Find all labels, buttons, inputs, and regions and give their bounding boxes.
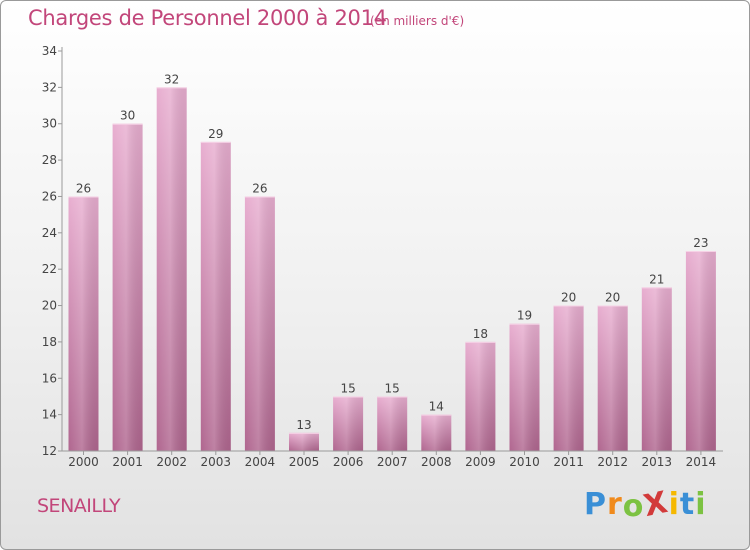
data-label: 15 (340, 381, 355, 395)
data-label: 20 (561, 291, 576, 305)
x-tick-label: 2011 (553, 455, 584, 469)
y-tick-label: 24 (42, 226, 57, 240)
commune-name: SENAILLY (37, 495, 121, 517)
x-tick-label: 2007 (377, 455, 408, 469)
logo-letter: P (584, 487, 607, 522)
x-tick-label: 2014 (686, 455, 717, 469)
y-tick-label: 18 (42, 335, 57, 349)
y-tick-label: 28 (42, 153, 57, 167)
x-tick-label: 2010 (509, 455, 540, 469)
bar-shine (68, 196, 99, 451)
x-tick-label: 2008 (421, 455, 452, 469)
bar-shine (597, 305, 628, 451)
logo-letter: i (668, 487, 680, 522)
chart-title: Charges de Personnel 2000 à 2014 (28, 6, 387, 30)
bar-shine (156, 87, 187, 451)
data-label: 26 (76, 181, 91, 195)
data-label: 14 (429, 400, 444, 414)
data-label: 29 (208, 127, 223, 141)
bar-shine (289, 432, 319, 451)
data-label: 21 (649, 272, 664, 286)
data-label: 20 (605, 291, 620, 305)
bar-shine (509, 323, 540, 451)
data-label: 23 (693, 236, 708, 250)
y-tick-label: 34 (42, 44, 57, 58)
proxiti-logo: ProXiti (584, 484, 707, 525)
bar-shine (333, 396, 364, 451)
x-tick-label: 2012 (597, 455, 628, 469)
y-tick-label: 22 (42, 262, 57, 276)
data-label: 15 (385, 381, 400, 395)
logo-letter: X (641, 484, 672, 525)
x-tick-label: 2013 (642, 455, 673, 469)
bar-shine (244, 196, 275, 451)
y-tick-label: 16 (42, 371, 57, 385)
y-tick-label: 26 (42, 189, 57, 203)
logo-letter: t (679, 487, 696, 522)
bar-shine (200, 141, 231, 451)
data-label: 19 (517, 309, 532, 323)
x-tick-label: 2004 (245, 455, 276, 469)
x-tick-label: 2009 (465, 455, 496, 469)
y-tick-label: 30 (42, 117, 57, 131)
data-label: 18 (473, 327, 488, 341)
bar-shine (112, 123, 143, 452)
data-label: 32 (164, 72, 179, 86)
data-label: 26 (252, 181, 267, 195)
bar-shine (685, 251, 716, 451)
logo-letter: i (695, 487, 707, 522)
logo-letter: o (622, 489, 645, 524)
x-tick-label: 2005 (289, 455, 320, 469)
chart-subtitle: (en milliers d'€) (370, 14, 465, 28)
logo-letter: r (607, 487, 623, 522)
x-tick-label: 2006 (333, 455, 364, 469)
bar-shine (377, 396, 408, 451)
y-tick-label: 20 (42, 299, 57, 313)
y-tick-label: 12 (42, 444, 57, 458)
x-tick-label: 2000 (68, 455, 99, 469)
y-tick-label: 32 (42, 80, 57, 94)
data-label: 13 (296, 418, 311, 432)
x-tick-label: 2001 (112, 455, 143, 469)
bar-shine (641, 287, 672, 451)
x-tick-label: 2003 (201, 455, 232, 469)
y-tick-label: 14 (42, 408, 57, 422)
data-label: 30 (120, 109, 135, 123)
bar-shine (465, 341, 496, 451)
bar-shine (553, 305, 584, 451)
x-tick-label: 2002 (156, 455, 187, 469)
bar-shine (421, 414, 452, 451)
